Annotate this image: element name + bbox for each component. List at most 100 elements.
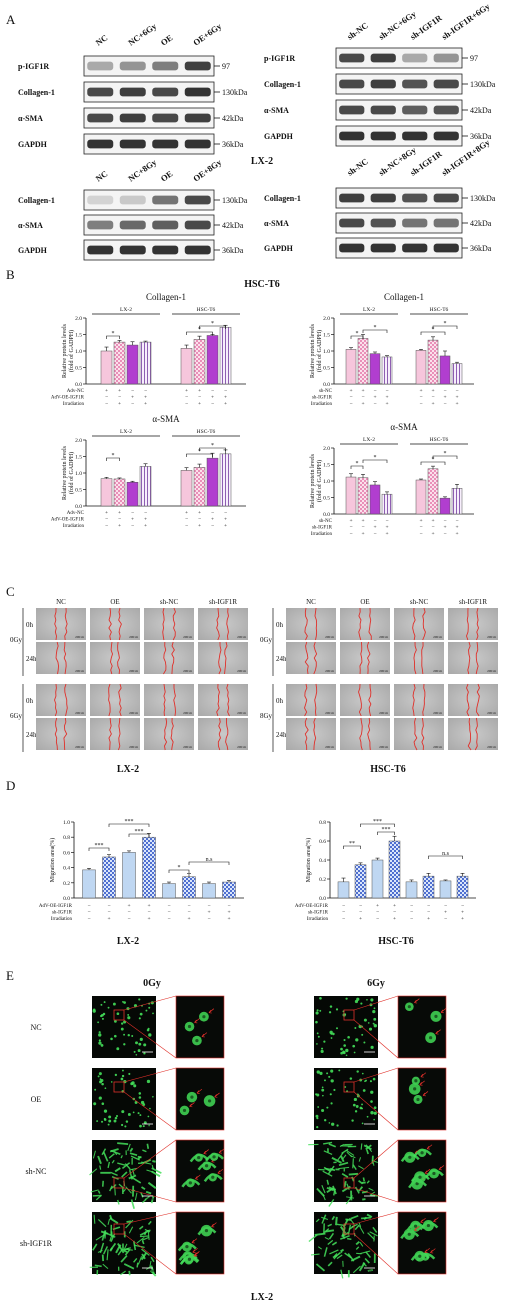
wound-image (448, 718, 498, 750)
sign-sign: − (410, 910, 413, 916)
panel-e-label: LX-2 (251, 1292, 273, 1303)
sign-row-label: Adv-NC (67, 389, 85, 394)
scale-label: 200 m (433, 635, 442, 639)
y-tick-label: 0.0 (75, 504, 82, 510)
cell (101, 1120, 104, 1123)
y-tick-label: 1.5 (323, 463, 330, 469)
zoom-nucleus (187, 1257, 192, 1261)
cell-process (99, 1165, 102, 1170)
sign-sign: − (443, 518, 446, 524)
cell-process (90, 1189, 99, 1193)
scale-label: 200 m (183, 669, 192, 673)
bar (381, 493, 393, 515)
cell-process (321, 1214, 327, 1224)
blot-band (433, 131, 459, 141)
sig-label: *** (95, 843, 104, 849)
cell (344, 1013, 347, 1016)
cell-process (355, 1240, 360, 1246)
cell (316, 1126, 319, 1129)
wound-image (448, 642, 498, 674)
cell-process (328, 1198, 335, 1207)
cell (363, 1041, 366, 1044)
sig-bracket (199, 325, 226, 329)
cell (326, 1106, 329, 1109)
sign-sign: − (349, 401, 352, 407)
sign-sign: − (224, 510, 227, 516)
sign-sign: − (359, 903, 362, 909)
wound-edge (225, 717, 229, 751)
cell-process (121, 1171, 128, 1178)
cell (317, 1106, 320, 1108)
y-tick-label: 1.5 (75, 455, 82, 461)
sig-bracket (188, 861, 230, 865)
sign-sign: − (455, 388, 458, 394)
wound-col-label: NC (56, 598, 66, 606)
sig-label: * (356, 331, 359, 337)
cell-process (128, 1174, 137, 1180)
scale-label: 200 m (487, 711, 496, 715)
sign-sign: − (359, 910, 362, 916)
blot-band (370, 218, 396, 228)
sign-row-label: AdV-OE-IGF1R (39, 904, 73, 909)
sign-sign: − (127, 910, 130, 916)
row-label: sh-NC (26, 1167, 47, 1176)
wound-edge (304, 717, 309, 751)
wound-edge (217, 717, 222, 751)
sign-row-label: Adv-NC (67, 511, 85, 516)
sign-row-label: Irradiation (63, 402, 85, 407)
cell (360, 1002, 363, 1005)
cell (361, 1072, 364, 1075)
wound-edge (421, 717, 425, 751)
sign-sign: − (167, 910, 170, 916)
chart-title: α-SMA (390, 422, 418, 432)
cell (152, 1095, 154, 1098)
lane-label: sh-NC (345, 20, 370, 41)
scale-label: 200 m (237, 635, 246, 639)
y-tick-label: 1.0 (63, 820, 70, 826)
cell (128, 1072, 131, 1075)
sign-sign: + (419, 388, 422, 394)
sign-sign: + (361, 531, 364, 537)
dose-label: 8Gy (260, 712, 273, 720)
cell (113, 1034, 117, 1038)
cell-process (354, 1186, 360, 1194)
cell (147, 1115, 150, 1118)
cell-process (127, 1143, 131, 1152)
cell (123, 1043, 126, 1046)
wound-edge (422, 683, 426, 717)
cell (101, 1013, 104, 1017)
blot-band (433, 193, 459, 203)
bar (139, 466, 152, 507)
cell-process (133, 1244, 145, 1248)
cell (148, 1006, 151, 1009)
wound-image (340, 718, 390, 750)
cell-process (126, 1220, 132, 1223)
scale-label: 200 m (433, 669, 442, 673)
wound-image (36, 684, 86, 716)
blot-band (402, 79, 428, 89)
zoom-connector (123, 995, 177, 1011)
chart-b3: 0.0 0.5 1.0 1.5 2.0 α-SMA LX-2 HSC-T6 Relative p… (51, 414, 246, 529)
cell-process (362, 1262, 367, 1267)
sig-bracket (186, 331, 213, 335)
zoom-connector (123, 1067, 177, 1083)
cell (133, 1050, 136, 1053)
cell (92, 1009, 96, 1013)
cell-process (117, 1142, 129, 1146)
cell (139, 1114, 142, 1117)
arrow-icon (217, 1168, 223, 1175)
panel-letter-e: E (6, 968, 14, 983)
blot-band (339, 79, 365, 89)
sign-sign: − (443, 388, 446, 394)
sign-sign: + (207, 910, 210, 916)
zoom-nucleus (414, 1079, 418, 1083)
wound-edge (108, 717, 112, 751)
cell (98, 1033, 102, 1037)
cell-process (123, 1249, 128, 1253)
cell-process (125, 1219, 134, 1229)
zoom-nucleus (426, 1223, 431, 1228)
cell (330, 1079, 334, 1083)
cell (373, 1017, 377, 1021)
sign-sign: − (427, 903, 430, 909)
bar (357, 477, 369, 515)
